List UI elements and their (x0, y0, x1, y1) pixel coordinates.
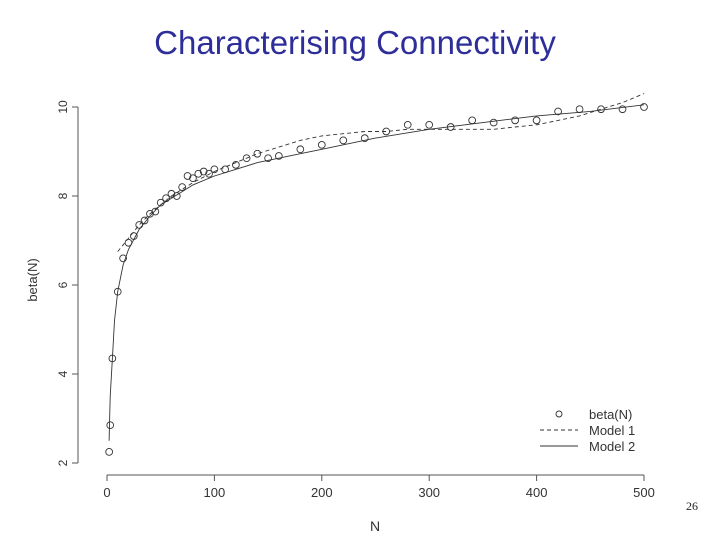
x-tick-label: 300 (418, 485, 440, 500)
model-2-line (108, 104, 645, 441)
data-point (205, 169, 213, 178)
data-point (360, 134, 369, 143)
data-point (232, 161, 240, 169)
data-point (317, 140, 326, 149)
data-point (183, 172, 192, 180)
data-point (489, 118, 498, 127)
legend-label: Model 1 (589, 423, 635, 438)
data-point (172, 192, 181, 200)
plot-region (90, 90, 658, 475)
data-point (167, 189, 176, 198)
x-axis-label: N (370, 518, 380, 534)
x-tick-label: 0 (103, 485, 110, 500)
y-tick-label: 4 (56, 370, 70, 377)
data-point (105, 448, 113, 456)
data-point (119, 254, 127, 263)
legend-label: beta(N) (589, 407, 632, 422)
data-point (210, 165, 219, 174)
data-point (274, 152, 283, 160)
data-point (189, 174, 197, 183)
data-point (199, 167, 208, 176)
legend-label: Model 2 (589, 439, 635, 454)
x-tick-label: 100 (204, 485, 226, 500)
data-point (242, 154, 251, 163)
data-point (264, 154, 272, 163)
data-point (339, 136, 348, 145)
model-1-line (117, 93, 645, 252)
data-point (253, 149, 262, 158)
x-tick-label: 200 (311, 485, 333, 500)
data-point (640, 103, 648, 111)
data-point (296, 145, 305, 154)
axis-layer: 0 100 200 300 400 500 2 4 6 8 10 (56, 100, 655, 500)
data-point (554, 107, 562, 116)
data-point (106, 421, 115, 430)
y-tick-label: 10 (56, 100, 70, 114)
y-tick-label: 8 (56, 192, 70, 199)
data-point (403, 120, 412, 129)
data-point (511, 116, 519, 125)
legend-symbol-points (555, 410, 563, 418)
x-tick-label: 500 (633, 485, 655, 500)
data-point (151, 207, 160, 216)
data-point (194, 169, 203, 178)
y-tick-label: 2 (56, 459, 70, 466)
data-point (618, 105, 627, 114)
y-tick-label: 6 (56, 281, 70, 288)
x-tick-label: 400 (526, 485, 548, 500)
data-point (532, 116, 541, 125)
plot-layer (105, 93, 648, 456)
slide-title: Characterising Connectivity (154, 24, 556, 61)
y-axis-label: beta(N) (25, 258, 40, 301)
data-point (146, 209, 154, 218)
page-number: 26 (686, 499, 698, 513)
data-point (425, 120, 434, 129)
data-point (140, 216, 149, 225)
